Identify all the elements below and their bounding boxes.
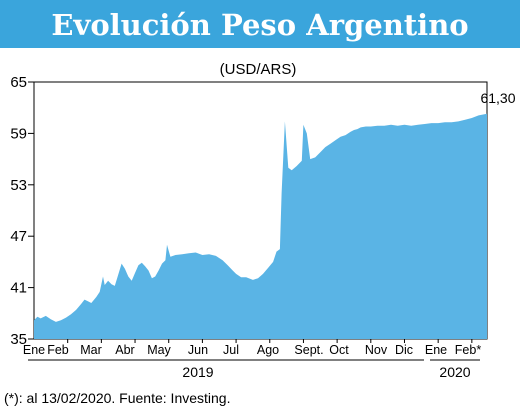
y-tick-label: 47	[10, 228, 27, 245]
y-tick-label: 65	[10, 74, 27, 91]
y-tick-label: 53	[10, 177, 27, 194]
y-tick-label: 41	[10, 280, 27, 297]
x-tick-label: Jun	[188, 343, 208, 357]
x-axis-ticks: Ene Feb Mar Abr May Jun Jul Ago Sept. Oct Nov Dic En…	[23, 339, 481, 357]
x-tick-label: Feb*	[455, 343, 482, 357]
x-tick-label: Ene	[425, 343, 447, 357]
y-axis-ticks: 35 41 47 53 59 65	[10, 74, 34, 348]
x-tick-label: Jul	[223, 343, 239, 357]
x-tick-label: Nov	[365, 343, 388, 357]
title-banner	[0, 0, 520, 48]
x-tick-label: Oct	[329, 343, 349, 357]
year-label-2019: 2019	[182, 364, 213, 380]
chart-subtitle: (USD/ARS)	[220, 61, 297, 78]
area-layer	[34, 113, 487, 339]
usd-ars-area	[34, 113, 487, 339]
y-tick-label: 59	[10, 125, 27, 142]
x-tick-label: Sept.	[294, 343, 323, 357]
last-value-label: 61,30	[480, 90, 515, 106]
x-tick-label: Mar	[80, 343, 102, 357]
y-tick-label: 35	[10, 331, 27, 348]
chart-title: Evolución Peso Argentino	[51, 8, 468, 42]
x-tick-label: Ago	[257, 343, 279, 357]
year-label-2020: 2020	[439, 364, 470, 380]
x-tick-label: Ene	[23, 343, 45, 357]
x-tick-label: May	[147, 343, 171, 357]
x-tick-label: Feb	[47, 343, 69, 357]
footnote: (*): al 13/02/2020. Fuente: Investing.	[4, 390, 230, 406]
x-tick-label: Abr	[115, 343, 134, 357]
x-tick-label: Dic	[395, 343, 413, 357]
